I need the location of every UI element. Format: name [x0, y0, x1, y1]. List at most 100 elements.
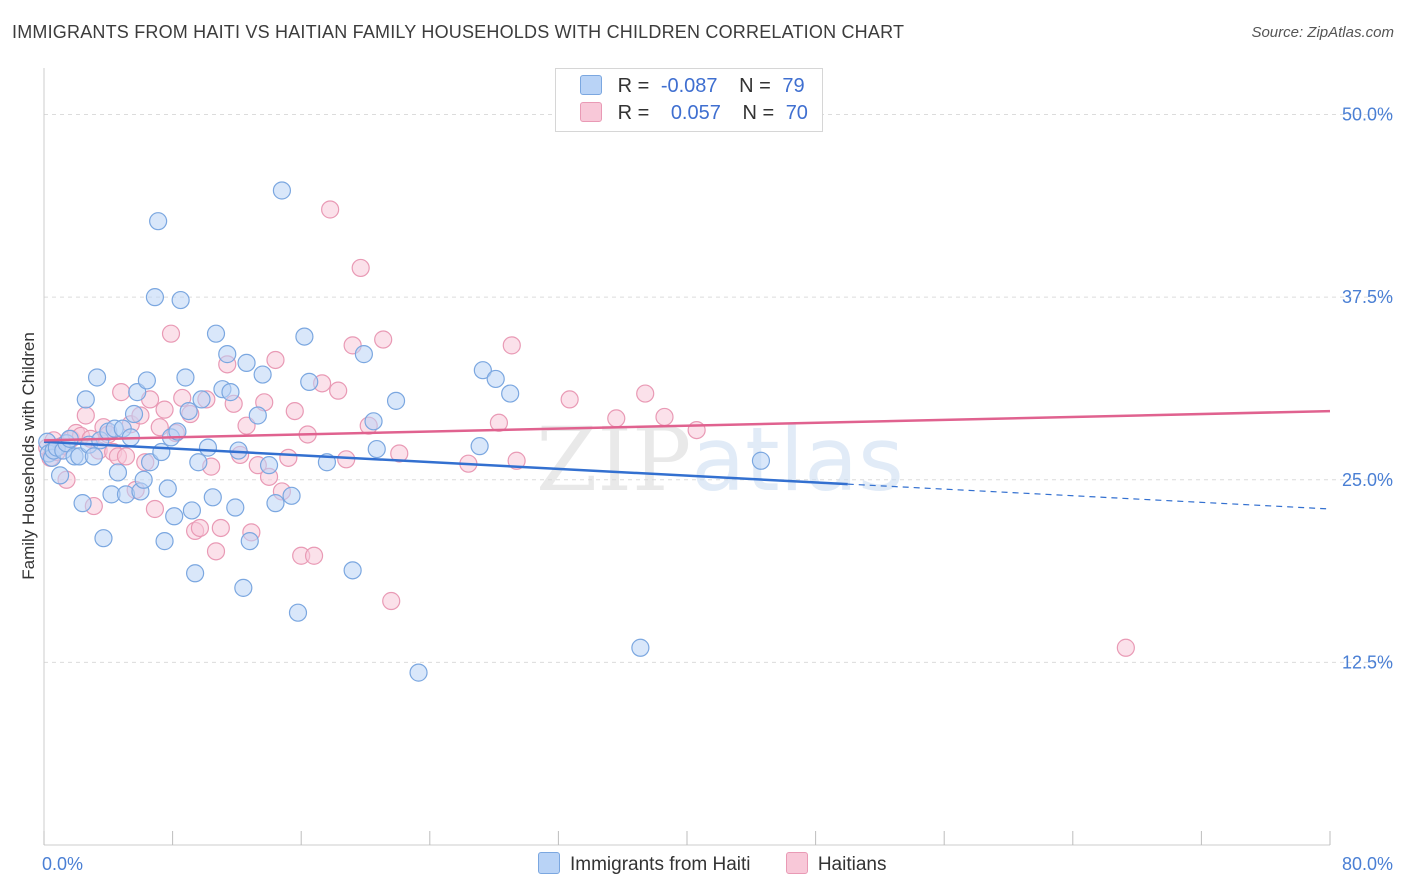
- data-point: [128, 383, 147, 402]
- data-point: [343, 561, 362, 580]
- x-tick-min: 0.0%: [42, 854, 83, 874]
- data-point: [94, 529, 113, 548]
- data-point: [158, 479, 177, 498]
- data-point: [84, 447, 103, 466]
- data-point: [607, 409, 626, 428]
- data-point: [171, 290, 190, 310]
- data-point: [76, 390, 95, 409]
- trend-line-immigrants: [43, 440, 848, 486]
- data-point: [266, 350, 285, 370]
- data-point: [234, 578, 253, 597]
- legend-swatch-pink: [580, 102, 602, 122]
- correlation-legend: R = -0.087 N = 79 R = 0.057 N = 70: [555, 68, 823, 132]
- data-point: [73, 494, 92, 513]
- data-point: [272, 181, 292, 200]
- data-point: [140, 453, 160, 472]
- data-point: [186, 564, 205, 583]
- data-point: [304, 546, 324, 565]
- data-point: [390, 444, 409, 463]
- legend-swatch-haitians: [785, 852, 808, 874]
- data-point: [155, 400, 174, 419]
- legend-r-label: R =: [617, 102, 650, 124]
- data-point: [636, 384, 655, 403]
- y-axis-label: Family Households with Children: [19, 332, 38, 580]
- data-point: [134, 470, 153, 489]
- data-point: [168, 422, 187, 441]
- data-point: [150, 418, 169, 437]
- data-point: [560, 390, 579, 409]
- data-point: [367, 439, 386, 459]
- legend-n-value: 79: [782, 75, 805, 97]
- data-point: [206, 324, 226, 343]
- data-point: [179, 401, 198, 421]
- legend-row-blue: R = -0.087 N = 79: [580, 75, 805, 99]
- data-point: [161, 324, 181, 343]
- data-point: [211, 518, 230, 538]
- data-point: [279, 448, 298, 467]
- data-point: [266, 494, 285, 513]
- data-point: [1116, 638, 1135, 657]
- data-point: [240, 532, 259, 551]
- data-point: [176, 368, 195, 387]
- data-point: [321, 200, 340, 219]
- data-point: [226, 498, 245, 517]
- data-point: [473, 361, 492, 380]
- y-tick-label: 37.5%: [1342, 287, 1393, 307]
- legend-r-value: 0.057: [670, 102, 721, 124]
- legend-n-label: N =: [742, 102, 775, 124]
- legend-n-value: 70: [785, 102, 808, 124]
- data-point: [112, 383, 131, 402]
- legend-swatch-immigrants: [538, 852, 560, 874]
- data-point: [149, 212, 168, 231]
- data-point: [218, 345, 237, 364]
- data-point: [631, 638, 650, 657]
- data-point: [374, 330, 393, 349]
- data-point: [237, 353, 256, 372]
- legend-row-pink: R = 0.057 N = 70: [580, 102, 808, 126]
- data-point: [203, 488, 222, 507]
- y-tick-label: 12.5%: [1342, 652, 1393, 672]
- legend-n-label: N =: [739, 75, 771, 97]
- data-point: [189, 453, 208, 472]
- legend-label-immigrants: Immigrants from Haiti: [570, 854, 751, 875]
- data-point: [295, 327, 314, 346]
- data-point: [259, 456, 279, 475]
- data-point: [329, 381, 348, 400]
- series-legend: Immigrants from Haiti Haitians: [538, 852, 916, 876]
- data-point: [364, 412, 383, 431]
- data-point: [155, 532, 174, 551]
- data-point: [300, 372, 319, 391]
- y-tick-label: 25.0%: [1342, 470, 1393, 490]
- data-point: [192, 390, 211, 409]
- data-point: [108, 463, 128, 482]
- data-point: [237, 416, 256, 435]
- immigrants-series: [38, 181, 771, 682]
- data-point: [221, 383, 240, 402]
- trend-line-immigrants-extension: [847, 483, 1331, 510]
- data-point: [248, 406, 267, 425]
- data-point: [165, 507, 184, 526]
- x-tick-max: 80.0%: [1342, 854, 1393, 874]
- data-point: [386, 391, 406, 410]
- data-point: [124, 404, 144, 424]
- data-point: [288, 603, 308, 622]
- data-point: [145, 288, 165, 307]
- data-point: [152, 442, 171, 462]
- data-point: [489, 413, 509, 432]
- y-tick-labels: 12.5% 25.0% 37.5% 50.0%: [1342, 105, 1393, 673]
- legend-item-immigrants: Immigrants from Haiti: [538, 852, 751, 876]
- legend-r-label: R =: [617, 75, 650, 97]
- data-point: [507, 451, 526, 470]
- data-point: [409, 663, 428, 682]
- data-point: [470, 437, 489, 456]
- watermark: ZIPatlas: [536, 408, 904, 511]
- data-point: [206, 542, 226, 561]
- data-point: [501, 384, 520, 403]
- data-point: [285, 401, 304, 421]
- data-point: [190, 518, 210, 538]
- data-point: [354, 345, 373, 364]
- legend-label-haitians: Haitians: [817, 854, 887, 875]
- chart-title: IMMIGRANTS FROM HAITI VS HAITIAN FAMILY …: [12, 22, 905, 42]
- y-tick-label: 50.0%: [1342, 105, 1393, 125]
- data-point: [182, 501, 201, 520]
